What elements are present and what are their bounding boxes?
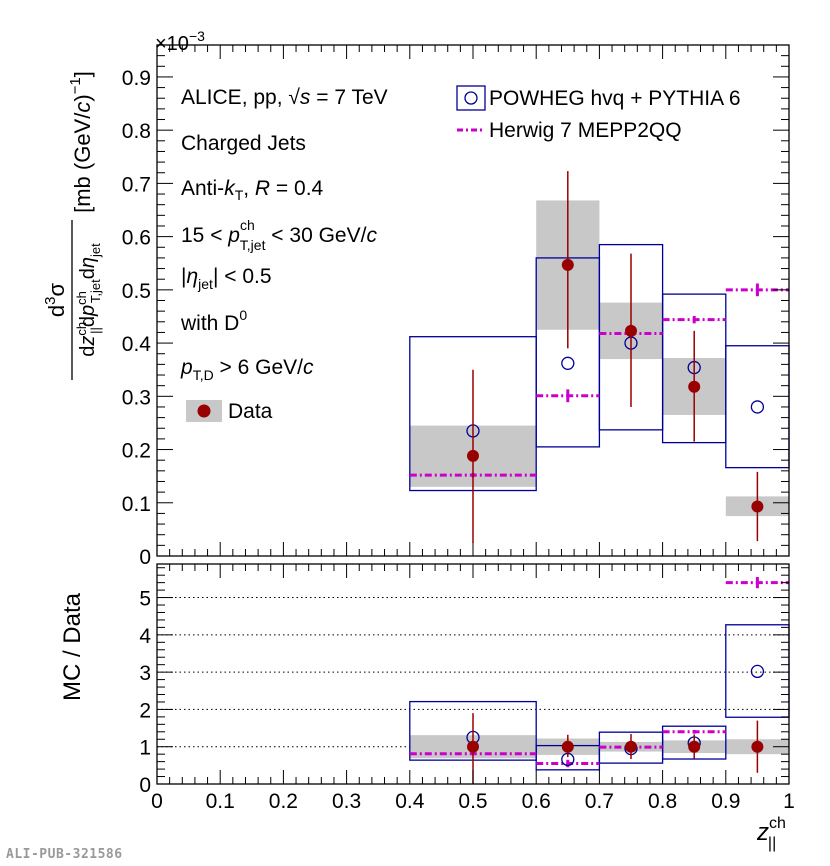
legend-data-label: Data bbox=[228, 400, 273, 423]
top-ytick-label-6: 0.6 bbox=[122, 227, 151, 250]
bottom-ytick-label-1: 1 bbox=[139, 737, 151, 760]
data-marker-3 bbox=[688, 740, 701, 753]
x-axis-label: zch || bbox=[756, 815, 786, 852]
top-ytick-label-4: 0.4 bbox=[122, 333, 152, 356]
top-ylabel-denominator: dzch||dpchT,jetdηjet bbox=[74, 243, 103, 357]
top-ylabel: d3σ dzch||dpchT,jetdηjet [mb (GeV/c)−1] bbox=[42, 71, 103, 380]
top-ylabel-numerator: d3σ bbox=[42, 282, 69, 317]
bottom-ytick-label-4: 4 bbox=[139, 625, 151, 648]
x-tick-label-9: 0.9 bbox=[711, 790, 740, 813]
annotation-d-pt: pT,D > 6 GeV/c bbox=[180, 356, 314, 383]
legend-data-marker bbox=[197, 404, 211, 418]
data-marker-2 bbox=[625, 740, 637, 753]
x-tick-label-5: 0.5 bbox=[458, 790, 487, 813]
data-marker-2 bbox=[625, 324, 637, 337]
x-tick-label-6: 0.6 bbox=[522, 790, 551, 813]
x-tick-label-2: 0.2 bbox=[269, 790, 298, 813]
top-panel: 0 0.1 0.2 0.3 0.4 0.5 0.6 0.7 0.8 0.9 bbox=[122, 44, 790, 569]
top-ytick-label-5: 0.5 bbox=[122, 280, 151, 303]
powheg-marker-1 bbox=[561, 356, 575, 370]
bottom-ylabel: MC / Data bbox=[59, 592, 86, 701]
top-ytick-label-1: 0.1 bbox=[122, 493, 151, 516]
legend: POWHEG hvq + PYTHIA 6 Herwig 7 MEPP2QQ D… bbox=[186, 85, 741, 423]
legend-powheg-marker bbox=[464, 91, 478, 105]
footer-id: ALI-PUB-321586 bbox=[6, 847, 123, 862]
annotation-anti-kt: Anti-kT, R = 0.4 bbox=[181, 177, 324, 203]
powheg-marker-4 bbox=[750, 400, 765, 414]
top-ylabel-units: [mb (GeV/c)−1] bbox=[67, 71, 95, 213]
data-marker-3 bbox=[688, 380, 701, 393]
bottom-ytick-label-5: 5 bbox=[139, 588, 151, 611]
x-tick-label-10: 1 bbox=[783, 790, 795, 813]
bottom-ytick-label-2: 2 bbox=[139, 699, 151, 722]
x-tick-label-4: 0.4 bbox=[395, 790, 425, 813]
annotation-eta: |ηjet| < 0.5 bbox=[181, 265, 272, 292]
top-ytick-label-0: 0 bbox=[139, 546, 151, 569]
legend-powheg-box bbox=[456, 85, 486, 111]
data-marker-4 bbox=[751, 500, 764, 513]
data-marker-0 bbox=[467, 740, 479, 753]
powheg-box-3 bbox=[661, 725, 727, 760]
data-marker-1 bbox=[561, 740, 574, 753]
x-tick-label-3: 0.3 bbox=[332, 790, 361, 813]
top-ytick-label-2: 0.2 bbox=[122, 440, 151, 463]
top-ytick-label-8: 0.8 bbox=[122, 120, 151, 143]
bottom-panel: 0 1 2 3 4 5 bbox=[139, 563, 790, 797]
x-tick-label-8: 0.8 bbox=[648, 790, 677, 813]
top-ytick-label-3: 0.3 bbox=[122, 386, 151, 409]
data-marker-1 bbox=[561, 258, 574, 271]
legend-powheg-label: POWHEG hvq + PYTHIA 6 bbox=[489, 87, 741, 110]
top-ytick-label-9: 0.9 bbox=[122, 67, 151, 90]
bottom-ytick-label-0: 0 bbox=[139, 774, 151, 797]
annotation-alice: ALICE, pp, √s = 7 TeV bbox=[181, 86, 388, 109]
data-marker-4 bbox=[751, 740, 764, 753]
bottom-ytick-label-3: 3 bbox=[139, 662, 151, 685]
legend-herwig-label: Herwig 7 MEPP2QQ bbox=[489, 119, 682, 142]
data-marker-0 bbox=[467, 449, 479, 462]
top-ytick-label-7: 0.7 bbox=[122, 173, 151, 196]
x-tick-label-1: 0.1 bbox=[206, 790, 235, 813]
annotation-charged-jets: Charged Jets bbox=[181, 132, 306, 155]
powheg-marker-4 bbox=[750, 664, 765, 679]
x-tick-label-0: 0 bbox=[151, 790, 163, 813]
x-tick-labels: 0 0.1 0.2 0.3 0.4 0.5 0.6 0.7 0.8 0.9 1 bbox=[151, 790, 795, 813]
annotation-d0: with D0 bbox=[180, 307, 247, 335]
x-tick-label-7: 0.7 bbox=[585, 790, 614, 813]
